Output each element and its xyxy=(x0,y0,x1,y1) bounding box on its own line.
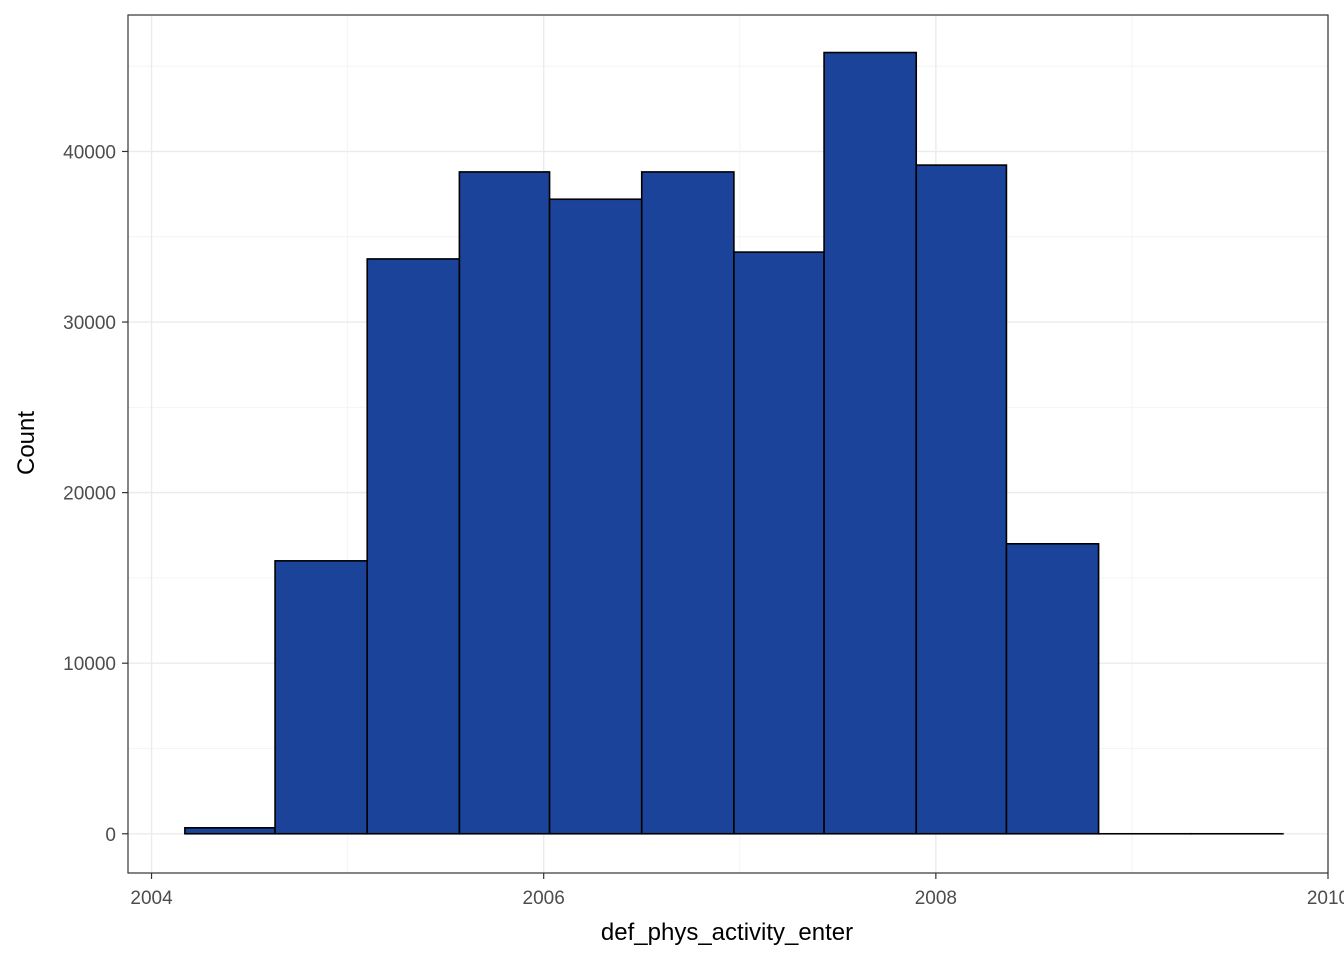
histogram-bar xyxy=(916,165,1006,834)
histogram-bar xyxy=(642,172,734,834)
x-tick-label: 2010 xyxy=(1307,888,1344,909)
histogram-bar xyxy=(734,252,824,834)
x-tick-label: 2004 xyxy=(130,888,173,909)
histogram-bar xyxy=(275,561,367,834)
y-tick-label: 30000 xyxy=(63,313,116,334)
histogram-bar xyxy=(459,172,549,834)
histogram-bar xyxy=(367,259,459,834)
y-axis: 0 10000 20000 30000 40000 xyxy=(63,142,128,845)
x-axis-title: def_phys_activity_enter xyxy=(601,919,853,946)
histogram-bar xyxy=(824,53,916,834)
x-tick-label: 2008 xyxy=(915,888,957,909)
y-tick-label: 10000 xyxy=(63,654,116,675)
histogram-bar xyxy=(550,199,642,834)
histogram-bar xyxy=(1006,544,1098,834)
x-axis: 2004 2006 2008 2010 xyxy=(130,873,1344,909)
histogram-bar xyxy=(185,828,275,834)
y-axis-title: Count xyxy=(13,411,40,475)
x-tick-label: 2006 xyxy=(523,888,565,909)
y-tick-label: 40000 xyxy=(63,142,116,163)
y-tick-label: 0 xyxy=(105,825,116,846)
y-tick-label: 20000 xyxy=(63,484,116,505)
